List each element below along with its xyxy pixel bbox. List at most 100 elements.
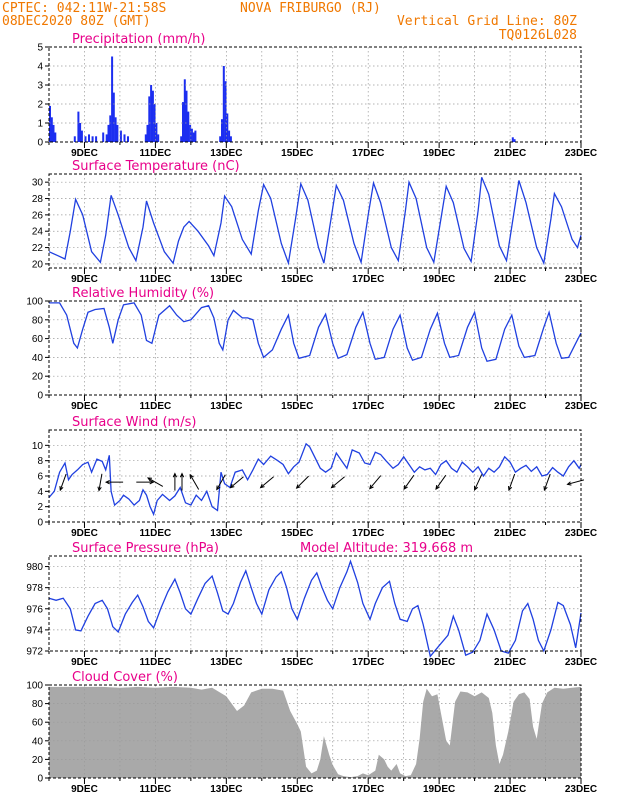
y-tick-label: 980	[26, 562, 43, 573]
y-tick-label: 976	[26, 604, 43, 615]
precip-bar	[49, 105, 51, 142]
wind-arrow-shaft	[435, 474, 447, 490]
y-tick-label: 0	[37, 138, 43, 149]
y-tick-label: 8	[37, 456, 43, 467]
y-tick-label: 20	[32, 755, 44, 766]
panel-title-wind: Surface Wind (m/s)	[72, 415, 196, 430]
wind-arrow-head	[189, 473, 194, 479]
y-tick-label: 0	[37, 391, 43, 402]
wind-arrow	[97, 473, 103, 492]
wind-arrow-shaft	[147, 477, 164, 487]
wind-arrow-shaft	[296, 475, 309, 489]
wind-arrow	[295, 475, 309, 489]
wind-arrow	[330, 476, 345, 489]
precip-bar	[189, 124, 192, 142]
panel-cloud: Cloud Cover (%) 0 20 40 60 80 100 9DEC 11DEC 13DE…	[26, 670, 597, 795]
x-tick-label: 13DEC	[210, 784, 242, 795]
x-tick-label: 13DEC	[210, 148, 242, 159]
wind-arrow-shaft	[403, 474, 415, 490]
y-tick-label: 972	[26, 647, 43, 658]
wind-arrow-head	[179, 472, 185, 478]
y-tick-label: 0	[37, 518, 43, 529]
panels: Precipitation (mm/h) 0 1 2 3 4 5 9DEC 11DEC 13DEC…	[26, 32, 597, 795]
wind-arrow	[172, 472, 178, 491]
precip-bar	[150, 85, 153, 142]
precip-bar	[187, 111, 190, 142]
panel-frame	[48, 684, 582, 779]
wind-arrow-head	[149, 479, 155, 485]
precip-bar	[119, 130, 122, 142]
precip-bar	[80, 130, 83, 142]
series-wind	[48, 442, 582, 517]
x-tick-label: 17DEC	[352, 274, 384, 285]
x-tick-label: 21DEC	[494, 401, 526, 412]
wind-arrow-head	[259, 483, 265, 489]
precip-bar	[114, 117, 117, 142]
precip-bar	[105, 134, 108, 142]
panel-pres: Surface Pressure (hPa) Model Altitude: 31…	[26, 541, 597, 668]
y-tick-label: 0	[37, 774, 43, 785]
wind-arrow-head	[435, 485, 440, 491]
wind-arrow-shaft	[260, 476, 274, 488]
precip-bar	[226, 113, 229, 142]
wind-arrow	[59, 473, 67, 492]
wind-arrow-head	[216, 485, 221, 491]
wind-arrow	[146, 477, 164, 487]
y-tick-label: 978	[26, 583, 43, 594]
precip-bar	[151, 90, 154, 142]
panel-precip: Precipitation (mm/h) 0 1 2 3 4 5 9DEC 11DEC 13DEC…	[37, 32, 597, 159]
precip-bar	[157, 134, 160, 142]
wind-arrow-head	[229, 483, 235, 489]
series-pres	[48, 559, 582, 658]
wind-arrow-head	[508, 486, 513, 492]
x-tick-label: 11DEC	[140, 657, 172, 668]
x-tick-label: 21DEC	[494, 148, 526, 159]
x-tick-label: 13DEC	[210, 657, 242, 668]
x-tick-label: 11DEC	[140, 528, 172, 539]
cloud-area	[49, 686, 581, 778]
wind-arrow-head	[295, 484, 301, 489]
precip-bar	[73, 136, 76, 142]
panel-wind: Surface Wind (m/s) 0 2 4 6 8 10 9DEC 11DEC 13DEC 1…	[32, 415, 597, 539]
x-tick-label: 9DEC	[71, 401, 98, 412]
wind-arrow-shaft	[331, 476, 345, 488]
panel-frame	[48, 300, 582, 396]
panel-frame	[48, 555, 582, 652]
precip-bar	[192, 132, 195, 142]
wind-arrow-head	[59, 486, 64, 492]
y-tick-label: 20	[32, 259, 44, 270]
precip-bar	[116, 124, 119, 142]
precip-bar	[228, 130, 231, 142]
x-tick-label: 11DEC	[140, 148, 172, 159]
y-tick-label: 5	[37, 43, 43, 54]
precip-bar	[144, 134, 147, 142]
wind-arrow	[543, 473, 551, 492]
x-tick-label: 23DEC	[565, 784, 597, 795]
panel-rh: Relative Humidity (%) 0 20 40 60 80 100 9DEC 11D…	[26, 286, 597, 412]
x-tick-label: 21DEC	[494, 784, 526, 795]
x-tick-label: 11DEC	[140, 401, 172, 412]
x-tick-label: 9DEC	[71, 784, 98, 795]
precip-bar	[77, 111, 80, 142]
precip-bar	[146, 124, 149, 142]
y-tick-label: 80	[32, 699, 44, 710]
wind-arrow-head	[566, 481, 572, 486]
panel-title-pres: Surface Pressure (hPa)	[72, 541, 219, 556]
precip-bar	[95, 136, 98, 142]
precip-bar	[221, 119, 223, 142]
panel-frame	[48, 46, 582, 143]
y-tick-label: 26	[32, 210, 44, 221]
precip-bar	[52, 124, 55, 142]
wind-arrow-shaft	[216, 474, 226, 490]
wind-arrow	[229, 476, 244, 489]
y-tick-label: 6	[37, 472, 43, 483]
precip-bar	[109, 115, 112, 142]
header-station: NOVA FRIBURGO (RJ)	[240, 1, 381, 16]
precip-bar	[111, 56, 114, 142]
x-tick-label: 23DEC	[565, 148, 597, 159]
y-tick-label: 3	[37, 81, 43, 92]
wind-arrow-shaft	[59, 473, 67, 491]
wind-arrow	[104, 479, 124, 485]
y-tick-label: 40	[32, 353, 44, 364]
